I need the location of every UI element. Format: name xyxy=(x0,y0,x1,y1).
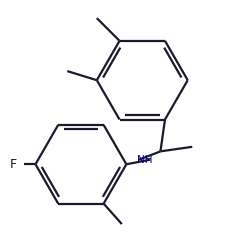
Text: NH: NH xyxy=(136,155,152,165)
Text: F: F xyxy=(10,158,17,171)
